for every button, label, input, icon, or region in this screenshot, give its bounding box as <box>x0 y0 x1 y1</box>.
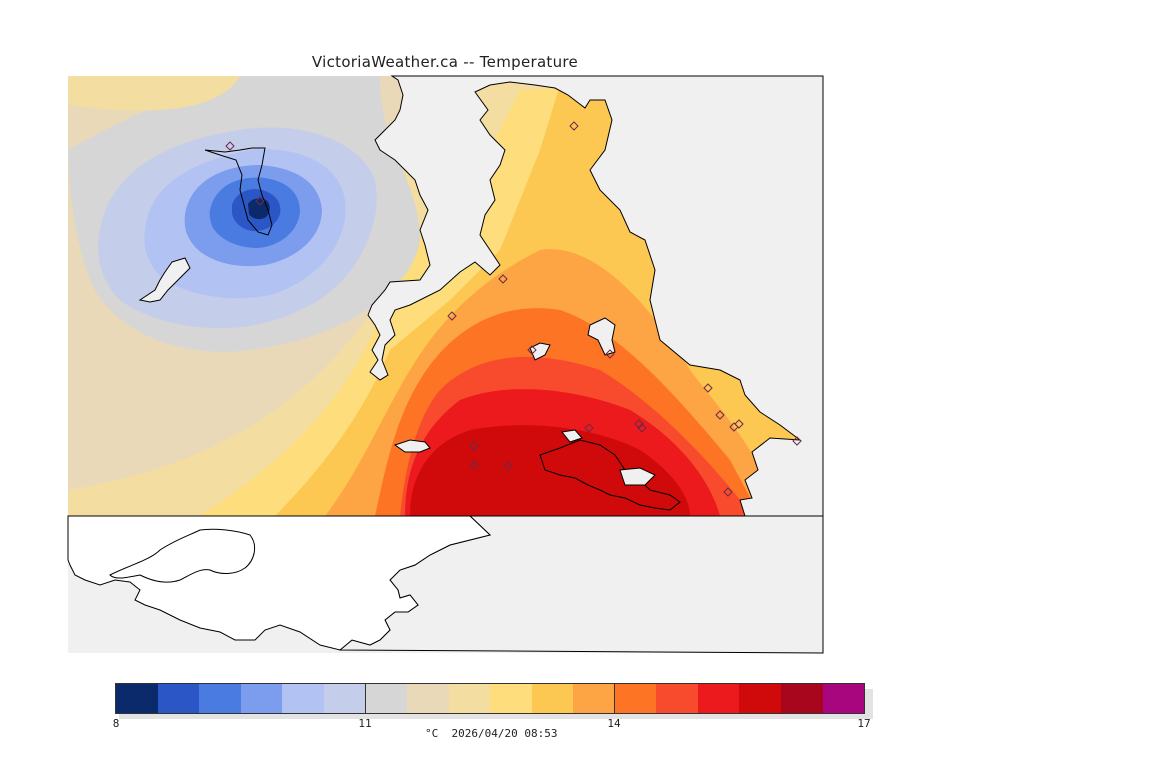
tick-mark-11 <box>365 683 366 714</box>
colorbar-swatch <box>490 684 532 713</box>
tick-label-8: 8 <box>112 717 120 730</box>
temperature-colorbar <box>115 683 865 714</box>
station-markers <box>225 121 802 497</box>
colorbar-swatch <box>531 684 574 713</box>
colorbar-swatch <box>739 684 781 713</box>
colorbar-swatch <box>573 684 615 713</box>
colorbar-swatch <box>323 684 366 713</box>
map-title: VictoriaWeather.ca -- Temperature <box>311 53 579 71</box>
colorbar-swatch <box>199 684 241 713</box>
tick-label-11: 11 <box>358 717 372 730</box>
colorbar-swatch <box>365 684 407 713</box>
temperature-map <box>67 75 824 654</box>
colorbar-swatch <box>656 684 698 713</box>
tick-label-17: 17 <box>857 717 871 730</box>
victoria-land <box>539 439 681 511</box>
unit-timestamp-caption: °C 2026/04/20 08:53 <box>425 727 558 740</box>
sea-areas <box>338 75 824 654</box>
colorbar-swatch <box>406 684 449 713</box>
colorbar-swatch <box>781 684 823 713</box>
colorbar-swatch <box>240 684 283 713</box>
islands <box>138 257 616 453</box>
colorbar-swatch <box>822 684 865 713</box>
tick-label-14: 14 <box>607 717 621 730</box>
colorbar-swatch <box>697 684 740 713</box>
colorbar-swatch <box>282 684 324 713</box>
colorbar-swatch <box>448 684 491 713</box>
tick-mark-14 <box>614 683 615 714</box>
colorbar-swatch <box>157 684 200 713</box>
colorbar-swatch <box>614 684 657 713</box>
colorbar-swatch <box>116 684 158 713</box>
